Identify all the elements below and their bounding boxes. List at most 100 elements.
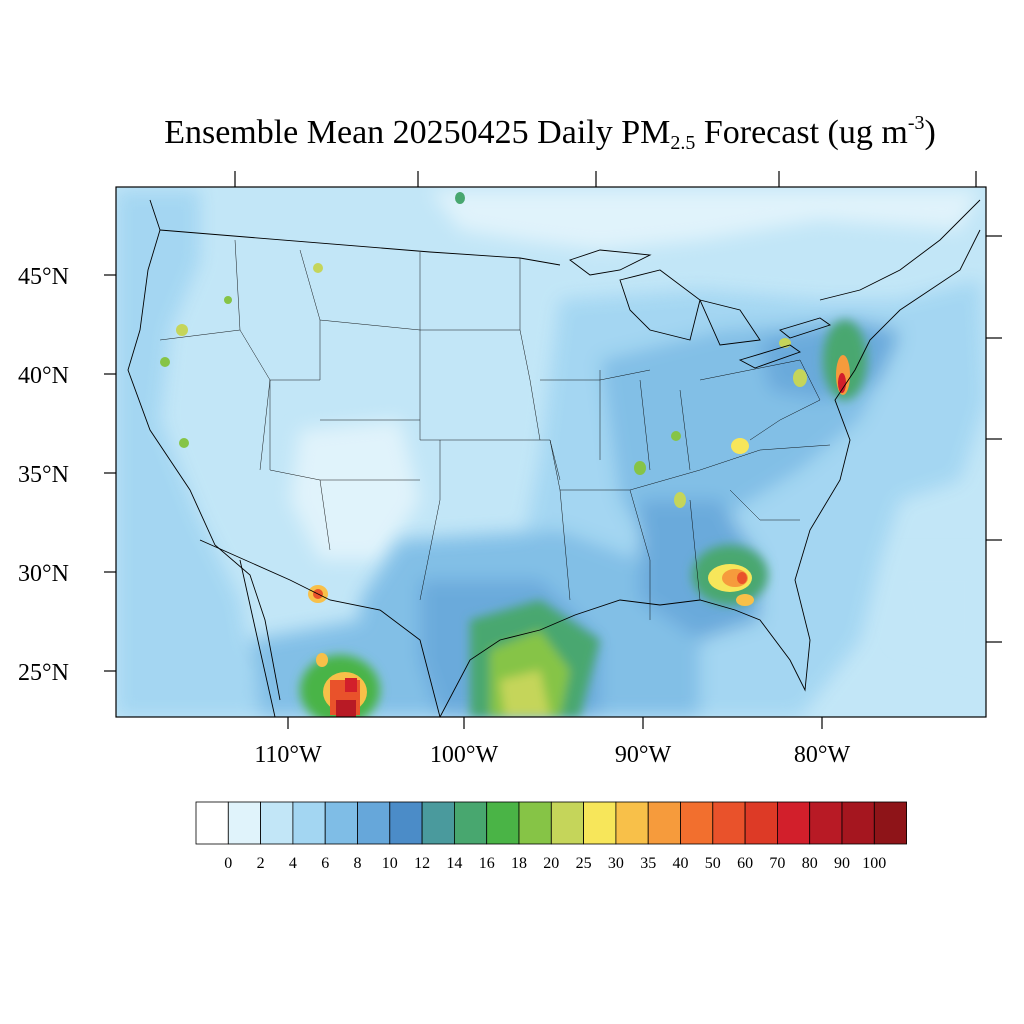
colorbar-box xyxy=(421,801,455,845)
hotspots xyxy=(160,192,850,717)
atlantic-region xyxy=(880,560,986,660)
title-superscript: -3 xyxy=(907,112,925,134)
map-frame xyxy=(115,186,987,718)
lake-superior xyxy=(569,249,652,276)
colorbar-box xyxy=(744,801,778,845)
colorbar-box xyxy=(518,801,552,845)
colorbar-label: 18 xyxy=(511,855,527,872)
colorbar-label: 35 xyxy=(640,855,656,872)
pacific-coast xyxy=(127,199,281,701)
colorbar-box xyxy=(680,801,714,845)
lat-label-25: 25°N xyxy=(18,660,69,686)
colorbar-label: 60 xyxy=(737,855,753,872)
gulf-atlantic-coast xyxy=(439,229,981,717)
lat-label-30: 30°N xyxy=(18,561,69,587)
canada-spot xyxy=(455,192,465,204)
title-main: Ensemble Mean 20250425 Daily PM xyxy=(164,114,671,151)
colorbar-label: 70 xyxy=(769,855,785,872)
colorbar-box xyxy=(873,801,907,845)
pm25-field xyxy=(116,187,986,717)
lat-label-45: 45°N xyxy=(18,264,69,290)
colorbar-box xyxy=(583,801,617,845)
lake-michigan-region xyxy=(619,269,701,341)
indiana-spot xyxy=(671,431,681,441)
georgia-south-spot xyxy=(736,594,754,606)
norcal-spot xyxy=(160,357,170,367)
colorbar-box xyxy=(227,801,262,845)
georgia-hotspot-core xyxy=(737,572,747,584)
state-borders xyxy=(159,239,831,620)
canada-border-west xyxy=(159,229,561,266)
lat-label-35: 35°N xyxy=(18,462,69,488)
colorbar-label: 80 xyxy=(802,855,818,872)
colorbar-box xyxy=(777,801,811,845)
colorbar-box xyxy=(357,801,391,845)
california-spot xyxy=(179,438,189,448)
colorbar-label: 90 xyxy=(834,855,850,872)
colorbar-label: 2 xyxy=(257,855,265,872)
canada-border-east xyxy=(819,199,981,301)
mexico-hotspot-dark xyxy=(336,700,356,717)
colorbar-box xyxy=(260,801,294,845)
colorbar-box xyxy=(615,801,649,845)
latitude-labels: 45°N 40°N 35°N 30°N 25°N xyxy=(18,264,69,686)
colorbar-box xyxy=(841,801,875,845)
colorbar-label: 50 xyxy=(705,855,721,872)
colorbar-label: 12 xyxy=(414,855,430,872)
state-lines xyxy=(159,239,831,620)
colorbar-box xyxy=(324,801,358,845)
colorbar-label: 8 xyxy=(354,855,362,872)
memphis-spot xyxy=(634,461,646,475)
colorbar-label: 20 xyxy=(543,855,559,872)
alabama-spot xyxy=(674,492,686,508)
baja-coast xyxy=(239,559,276,717)
colorbar-box xyxy=(712,801,746,845)
colorbar: 0 2 4 6 8 10 12 14 16 18 20 25 30 35 40 50 60 70 80 90 100 xyxy=(195,801,907,872)
title-subscript: 2.5 xyxy=(670,132,696,154)
coastlines xyxy=(127,199,981,717)
south-texas-plume-core xyxy=(500,670,550,717)
title-rest: Forecast (ug m xyxy=(695,114,908,151)
colorbar-label: 0 xyxy=(224,855,232,872)
longitude-labels: 110°W 100°W 90°W 80°W xyxy=(254,742,850,768)
mexico-north-spot xyxy=(316,653,328,667)
colorbar-box xyxy=(809,801,843,845)
colorbar-label: 16 xyxy=(479,855,495,872)
colorbar-label: 6 xyxy=(321,855,329,872)
lake-erie xyxy=(738,344,801,369)
idaho-spot xyxy=(224,296,232,304)
colorbar-label: 14 xyxy=(446,855,462,872)
colorbar-box xyxy=(453,801,488,845)
colorbar-box xyxy=(292,801,326,845)
mexico-hotspot-core xyxy=(345,678,357,692)
colorbar-box xyxy=(647,801,681,845)
oregon-spot xyxy=(176,324,188,336)
map-title: Ensemble Mean 20250425 Daily PM2.5 Forec… xyxy=(0,112,1024,155)
north-light-region xyxy=(430,190,980,250)
corridor-hotspot-core xyxy=(838,373,846,393)
colorbar-label: 25 xyxy=(576,855,592,872)
colorbar-label: 40 xyxy=(673,855,689,872)
lake-ontario xyxy=(779,317,831,339)
lon-label-100: 100°W xyxy=(430,742,499,768)
west-coast-band xyxy=(116,190,260,717)
lake-huron-region xyxy=(699,299,761,346)
lat-label-40: 40°N xyxy=(18,363,69,389)
lon-label-80: 80°W xyxy=(794,742,851,768)
light-regions xyxy=(290,190,986,660)
colorbar-label: 4 xyxy=(289,855,297,872)
colorbar-box xyxy=(486,801,520,845)
lon-label-110: 110°W xyxy=(254,742,322,768)
colorbar-label: 100 xyxy=(862,855,886,872)
colorbar-box xyxy=(389,801,423,845)
pa-spot xyxy=(793,369,807,387)
colorbar-label: 10 xyxy=(382,855,398,872)
lon-label-90: 90°W xyxy=(615,742,672,768)
kentucky-spot xyxy=(731,438,749,454)
axis-ticks xyxy=(104,171,1002,729)
colorbar-box xyxy=(550,801,584,845)
montana-spot xyxy=(313,263,323,273)
southwest-light-region xyxy=(290,420,420,560)
title-close: ) xyxy=(924,114,936,151)
